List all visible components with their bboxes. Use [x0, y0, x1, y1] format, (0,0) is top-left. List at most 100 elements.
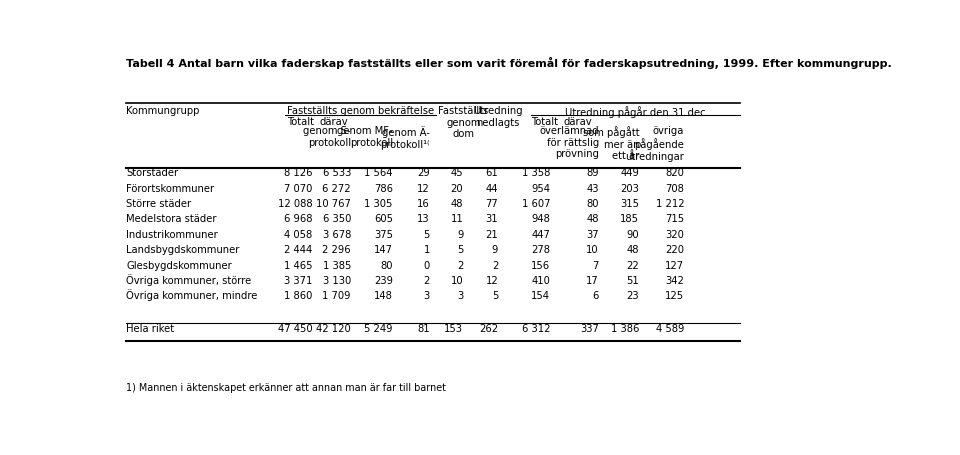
Text: 1: 1 — [423, 245, 430, 255]
Text: 2: 2 — [457, 261, 464, 271]
Text: Storstäder: Storstäder — [126, 168, 179, 178]
Text: 6 312: 6 312 — [521, 324, 550, 334]
Text: Totalt: Totalt — [287, 117, 314, 127]
Text: Landsbygdskommuner: Landsbygdskommuner — [126, 245, 240, 255]
Text: Glesbygdskommuner: Glesbygdskommuner — [126, 261, 232, 271]
Text: 5: 5 — [457, 245, 464, 255]
Text: Förortskommuner: Förortskommuner — [126, 184, 214, 194]
Text: 16: 16 — [418, 199, 430, 209]
Text: 6: 6 — [592, 292, 599, 302]
Text: Medelstora städer: Medelstora städer — [126, 214, 217, 224]
Text: 5 249: 5 249 — [364, 324, 393, 334]
Text: 44: 44 — [486, 184, 498, 194]
Text: 51: 51 — [627, 276, 639, 286]
Text: därav: därav — [320, 117, 348, 127]
Text: 125: 125 — [665, 292, 684, 302]
Text: 11: 11 — [450, 214, 464, 224]
Text: 2 296: 2 296 — [323, 245, 351, 255]
Text: 31: 31 — [486, 214, 498, 224]
Text: 90: 90 — [627, 230, 639, 240]
Text: 708: 708 — [665, 184, 684, 194]
Text: 9: 9 — [492, 245, 498, 255]
Text: 3 130: 3 130 — [323, 276, 351, 286]
Text: Tabell 4 Antal barn vilka faderskap fastställts eller som varit föremål för fade: Tabell 4 Antal barn vilka faderskap fast… — [126, 57, 892, 69]
Text: 1 860: 1 860 — [284, 292, 312, 302]
Text: 80: 80 — [380, 261, 393, 271]
Text: 45: 45 — [450, 168, 464, 178]
Text: 948: 948 — [531, 214, 550, 224]
Text: 153: 153 — [444, 324, 464, 334]
Text: 22: 22 — [627, 261, 639, 271]
Text: 337: 337 — [580, 324, 599, 334]
Text: 0: 0 — [423, 261, 430, 271]
Text: 3: 3 — [423, 292, 430, 302]
Text: 5: 5 — [423, 230, 430, 240]
Text: 47 450: 47 450 — [277, 324, 312, 334]
Text: Fastställts genom bekräftelse: Fastställts genom bekräftelse — [287, 106, 434, 116]
Text: Övriga kommuner, mindre: Övriga kommuner, mindre — [126, 289, 257, 302]
Text: Utredning pågår den 31 dec: Utredning pågår den 31 dec — [565, 106, 706, 118]
Text: 1) Mannen i äktenskapet erkänner att annan man är far till barnet: 1) Mannen i äktenskapet erkänner att ann… — [126, 384, 446, 394]
Text: 48: 48 — [451, 199, 464, 209]
Text: genom MF-
protokoll: genom MF- protokoll — [337, 126, 393, 148]
Text: 10: 10 — [587, 245, 599, 255]
Text: Utredning
nedlagts: Utredning nedlagts — [473, 106, 523, 128]
Text: 6 968: 6 968 — [284, 214, 312, 224]
Text: 89: 89 — [587, 168, 599, 178]
Text: 239: 239 — [373, 276, 393, 286]
Text: 954: 954 — [531, 184, 550, 194]
Text: 1 358: 1 358 — [521, 168, 550, 178]
Text: 1 465: 1 465 — [284, 261, 312, 271]
Text: 6 272: 6 272 — [323, 184, 351, 194]
Text: 61: 61 — [486, 168, 498, 178]
Text: 7: 7 — [592, 261, 599, 271]
Text: 1 212: 1 212 — [656, 199, 684, 209]
Text: 1 386: 1 386 — [611, 324, 639, 334]
Text: 6 533: 6 533 — [323, 168, 351, 178]
Text: 154: 154 — [531, 292, 550, 302]
Text: 37: 37 — [587, 230, 599, 240]
Text: 320: 320 — [665, 230, 684, 240]
Text: 81: 81 — [418, 324, 430, 334]
Text: 12: 12 — [486, 276, 498, 286]
Text: 203: 203 — [620, 184, 639, 194]
Text: Större städer: Större städer — [126, 199, 191, 209]
Text: 2: 2 — [423, 276, 430, 286]
Text: 23: 23 — [627, 292, 639, 302]
Text: 1 305: 1 305 — [365, 199, 393, 209]
Text: genom Ä-
protokoll¹⁽: genom Ä- protokoll¹⁽ — [380, 126, 430, 150]
Text: Industrikommuner: Industrikommuner — [126, 230, 218, 240]
Text: 4 058: 4 058 — [284, 230, 312, 240]
Text: 262: 262 — [479, 324, 498, 334]
Text: 80: 80 — [587, 199, 599, 209]
Text: 48: 48 — [587, 214, 599, 224]
Text: 21: 21 — [486, 230, 498, 240]
Text: 6 350: 6 350 — [323, 214, 351, 224]
Text: 48: 48 — [627, 245, 639, 255]
Text: 605: 605 — [373, 214, 393, 224]
Text: 5: 5 — [492, 292, 498, 302]
Text: 148: 148 — [374, 292, 393, 302]
Text: 2: 2 — [492, 261, 498, 271]
Text: 3 678: 3 678 — [323, 230, 351, 240]
Text: 220: 220 — [665, 245, 684, 255]
Text: 185: 185 — [620, 214, 639, 224]
Text: som pågått
mer än
ett år: som pågått mer än ett år — [583, 126, 639, 162]
Text: därav: därav — [564, 117, 592, 127]
Text: 715: 715 — [665, 214, 684, 224]
Text: Totalt: Totalt — [531, 117, 558, 127]
Text: 156: 156 — [531, 261, 550, 271]
Text: 449: 449 — [620, 168, 639, 178]
Text: 29: 29 — [418, 168, 430, 178]
Text: Kommungrupp: Kommungrupp — [126, 106, 200, 116]
Text: 42 120: 42 120 — [316, 324, 351, 334]
Text: 43: 43 — [587, 184, 599, 194]
Text: 4 589: 4 589 — [656, 324, 684, 334]
Text: 8 126: 8 126 — [284, 168, 312, 178]
Text: 10 767: 10 767 — [316, 199, 351, 209]
Text: 20: 20 — [450, 184, 464, 194]
Text: 342: 342 — [665, 276, 684, 286]
Text: 3: 3 — [457, 292, 464, 302]
Text: 1 709: 1 709 — [323, 292, 351, 302]
Text: 127: 127 — [665, 261, 684, 271]
